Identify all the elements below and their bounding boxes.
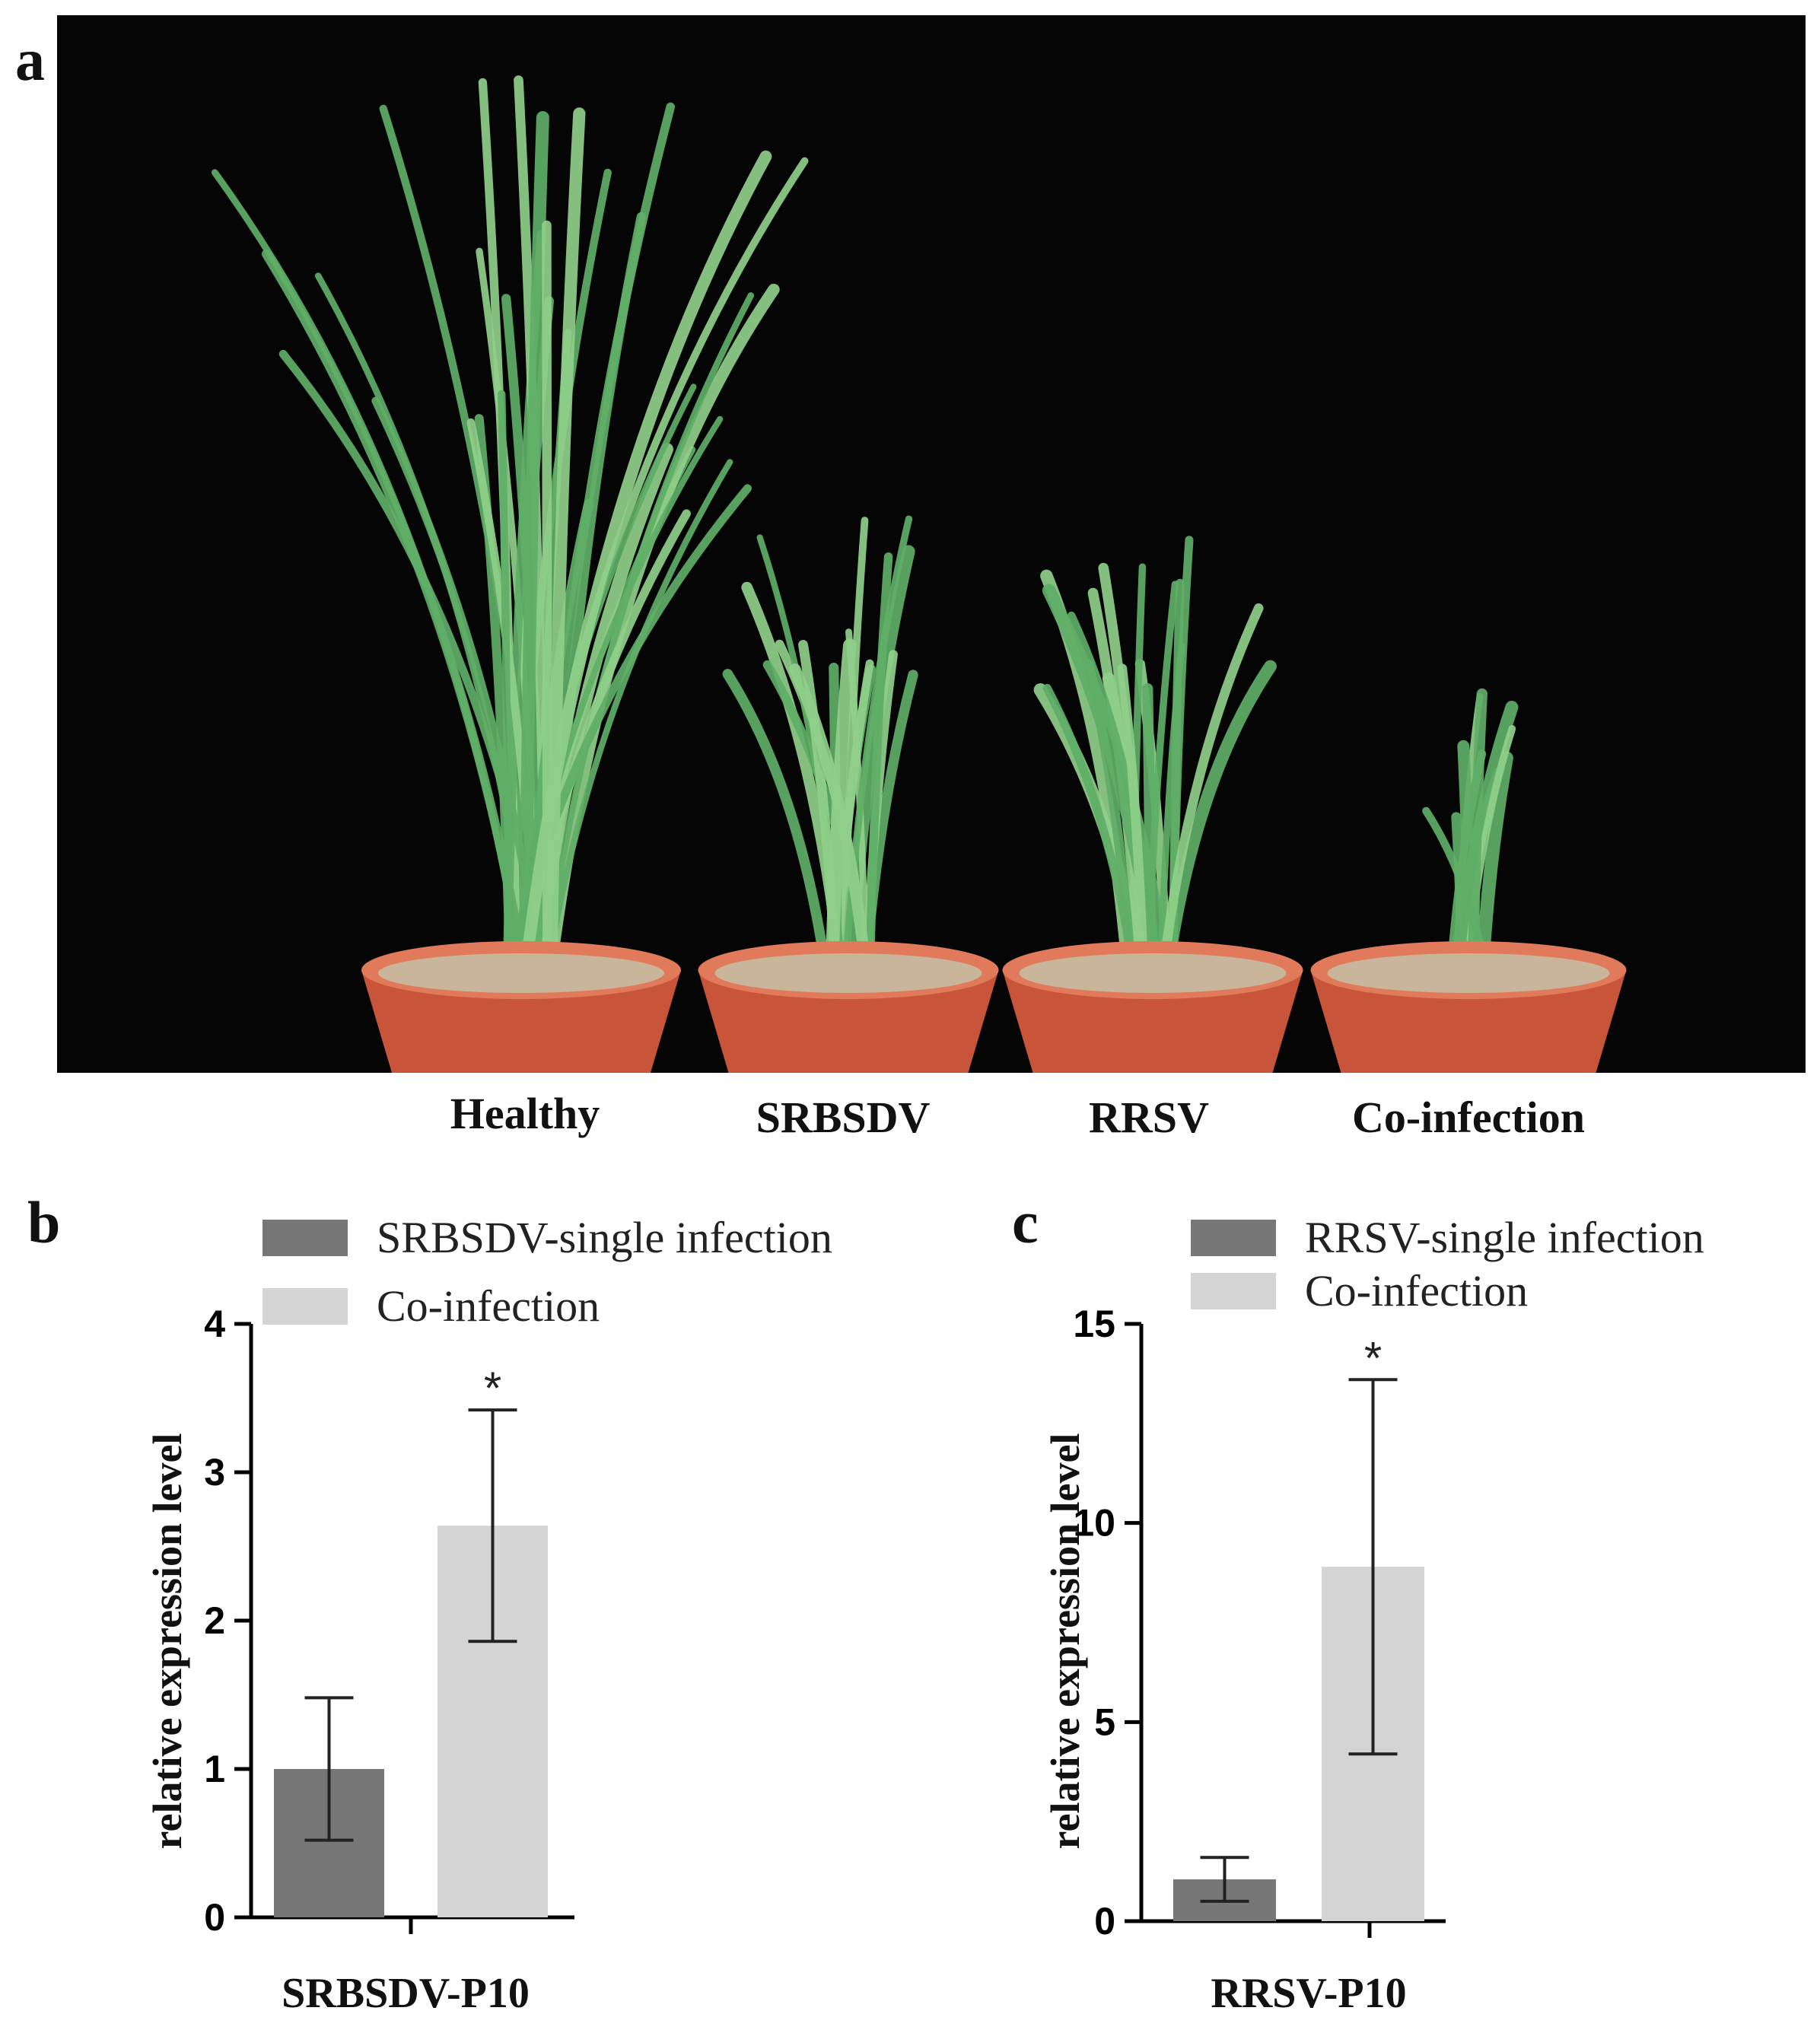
pot-rrsv	[1002, 941, 1303, 1073]
plant-photo	[57, 15, 1806, 1073]
y-tick-label: 10	[1073, 1502, 1115, 1545]
legend-c-coinfection: Co-infection	[1191, 1269, 1528, 1313]
label-co-infection: Co-infection	[1351, 1093, 1586, 1142]
leaf	[722, 669, 834, 994]
legend-b-coinfection-swatch	[262, 1288, 348, 1325]
pot-co-infection	[1310, 941, 1627, 1073]
legend-c-single: RRSV-single infection	[1191, 1216, 1704, 1260]
leaf	[541, 292, 755, 978]
leaf	[842, 545, 915, 996]
pot-body	[1002, 970, 1303, 1073]
pot-soil	[1327, 953, 1610, 993]
legend-c-single-label: RRSV-single infection	[1305, 1213, 1704, 1262]
panel-c-letter: c	[1012, 1189, 1039, 1255]
legend-b-single-label: SRBSDV-single infection	[377, 1213, 832, 1262]
leaf	[518, 110, 549, 981]
chart-b-xlabel: SRBSDV-P10	[282, 1970, 530, 2017]
pot-srbsdv	[698, 941, 999, 1073]
pot-soil	[378, 953, 664, 993]
panel-b-letter: b	[27, 1189, 61, 1255]
y-tick-label: 15	[1073, 1303, 1115, 1345]
plant-rrsv	[1033, 536, 1277, 1000]
y-tick-label: 2	[204, 1599, 225, 1642]
y-tick-label: 0	[1094, 1900, 1115, 1942]
pot-body	[361, 970, 681, 1073]
y-tick-label: 3	[204, 1451, 225, 1494]
leaf	[1168, 578, 1185, 997]
leaf	[1067, 611, 1166, 997]
y-tick-label: 1	[204, 1748, 225, 1790]
significance-marker: *	[484, 1363, 501, 1414]
photo-background	[57, 15, 1806, 1073]
legend-c-coinfection-label: Co-infection	[1305, 1266, 1529, 1316]
chart-c-ylabel: relative expression level	[1042, 1433, 1088, 1850]
legend-b-single-swatch	[262, 1220, 348, 1256]
legend-b-single: SRBSDV-single infection	[262, 1216, 832, 1260]
plot-area: 0 5 10 15 *	[1073, 1303, 1446, 1942]
leaf	[865, 552, 893, 994]
significance-marker: *	[1364, 1332, 1382, 1383]
y-tick-label: 0	[204, 1896, 225, 1939]
leaf	[825, 638, 857, 996]
plot-area: 0 1 2 3 4 *	[204, 1303, 574, 1939]
legend-c-single-swatch	[1191, 1220, 1276, 1256]
legend-b-coinfection-label: Co-infection	[377, 1281, 600, 1331]
chart-c-xlabel: RRSV-P10	[1211, 1970, 1407, 2017]
label-srbsdv: SRBSDV	[756, 1093, 931, 1142]
leaf	[841, 515, 913, 993]
panel-a-letter: a	[15, 27, 45, 93]
leaf	[839, 517, 869, 993]
pot-soil	[1019, 953, 1287, 993]
label-healthy: Healthy	[450, 1089, 600, 1138]
leaf	[261, 249, 530, 979]
leaf	[543, 459, 733, 978]
leaf	[1155, 603, 1264, 998]
label-rrsv: RRSV	[1089, 1093, 1209, 1142]
y-tick-label: 4	[204, 1303, 225, 1345]
pot-soil	[714, 953, 982, 993]
leaf	[519, 150, 772, 980]
leaf	[545, 107, 586, 981]
pot-healthy	[361, 941, 681, 1073]
y-tick-label: 5	[1094, 1701, 1115, 1743]
pot-body	[1310, 970, 1627, 1073]
legend-c-coinfection-swatch	[1191, 1273, 1276, 1309]
legend-b-coinfection: Co-infection	[262, 1284, 600, 1328]
pot-body	[698, 970, 999, 1073]
plant-healthy	[211, 75, 809, 981]
